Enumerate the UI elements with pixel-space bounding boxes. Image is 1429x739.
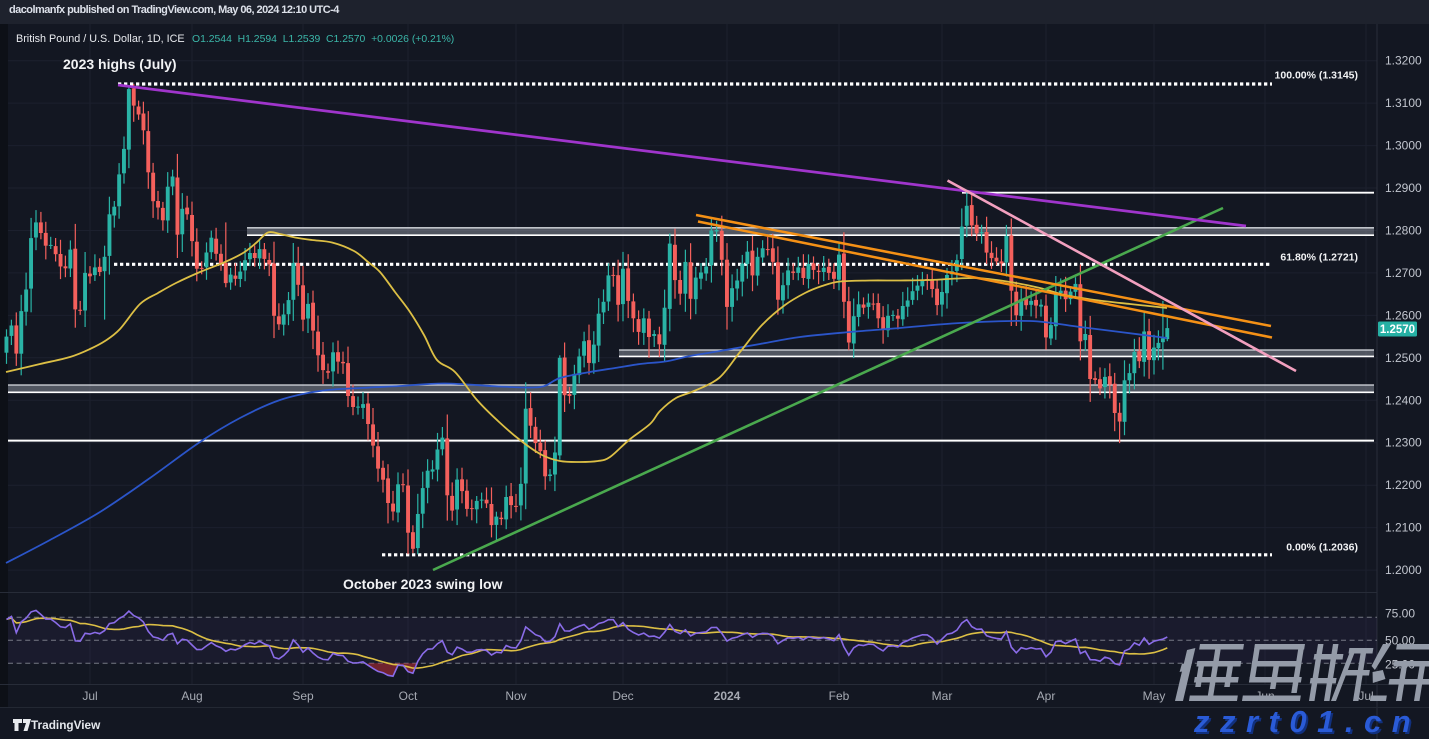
- svg-text:1.2100: 1.2100: [1385, 521, 1422, 535]
- svg-text:Dec: Dec: [612, 689, 633, 703]
- svg-text:1.2700: 1.2700: [1385, 266, 1422, 280]
- svg-text:1.2500: 1.2500: [1385, 351, 1422, 365]
- svg-text:May: May: [1143, 689, 1166, 703]
- svg-text:Apr: Apr: [1037, 689, 1056, 703]
- svg-text:zzrt01.cn: zzrt01.cn: [1193, 704, 1421, 739]
- svg-text:October 2023 swing low: October 2023 swing low: [343, 576, 503, 592]
- svg-text:61.80% (1.2721): 61.80% (1.2721): [1280, 251, 1358, 263]
- svg-text:Oct: Oct: [399, 689, 418, 703]
- svg-text:1.2300: 1.2300: [1385, 436, 1422, 450]
- svg-text:1.2800: 1.2800: [1385, 224, 1422, 238]
- svg-text:1.2400: 1.2400: [1385, 393, 1422, 407]
- svg-text:0.00% (1.2036): 0.00% (1.2036): [1286, 542, 1358, 554]
- svg-text:zzrt01.cn: zzrt01.cn: [1195, 706, 1423, 739]
- svg-text:1.3100: 1.3100: [1385, 96, 1422, 110]
- svg-text:Sep: Sep: [292, 689, 314, 703]
- svg-text:100.00% (1.3145): 100.00% (1.3145): [1275, 70, 1358, 82]
- svg-text:1.2570: 1.2570: [1380, 324, 1415, 336]
- svg-text:1.2000: 1.2000: [1385, 563, 1422, 577]
- svg-text:75.00: 75.00: [1385, 607, 1415, 621]
- svg-text:2024: 2024: [714, 689, 741, 703]
- svg-text:Jul: Jul: [1358, 689, 1373, 703]
- svg-text:1.2600: 1.2600: [1385, 308, 1422, 322]
- svg-text:1.2200: 1.2200: [1385, 478, 1422, 492]
- svg-text:Mar: Mar: [932, 689, 953, 703]
- svg-text:Jul: Jul: [82, 689, 97, 703]
- svg-text:TradingView: TradingView: [31, 718, 101, 732]
- svg-text:1.3200: 1.3200: [1385, 54, 1422, 68]
- svg-text:Feb: Feb: [829, 689, 850, 703]
- svg-text:Nov: Nov: [505, 689, 526, 703]
- svg-text:1.2900: 1.2900: [1385, 181, 1422, 195]
- svg-text:2023 highs (July): 2023 highs (July): [63, 56, 177, 72]
- svg-text:British Pound / U.S. Dollar, 1: British Pound / U.S. Dollar, 1D, ICE: [16, 33, 185, 45]
- svg-text:O1.2544 H1.2594 L1.2539 C1.: O1.2544 H1.2594 L1.2539 C1.2570 +0.0026 …: [192, 34, 454, 45]
- svg-text:1.3000: 1.3000: [1385, 139, 1422, 153]
- svg-text:Aug: Aug: [181, 689, 202, 703]
